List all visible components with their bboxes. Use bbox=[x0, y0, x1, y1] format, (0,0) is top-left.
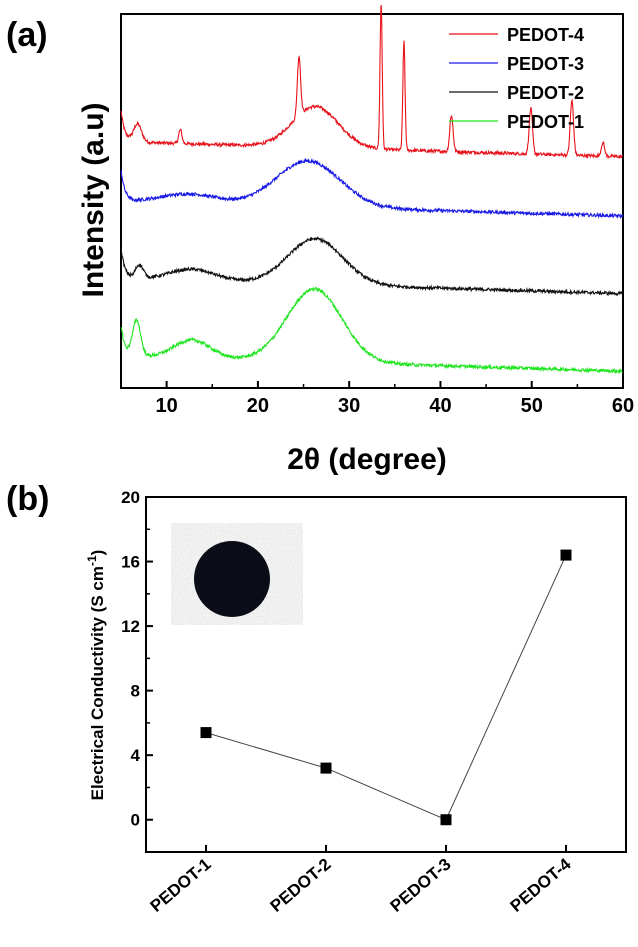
panel-a: (a) 10 20 30 40 50 60 PEDOT-4PEDOT-3PEDOT-2PE… bbox=[6, 5, 634, 476]
plot-b-frame bbox=[145, 496, 627, 853]
x-tick-label: 60 bbox=[612, 395, 634, 417]
y-axis-title-close: ) bbox=[88, 550, 107, 556]
panel-b: (b) 0 4 8 12 16 20 PEDOT-1 PEDOT-2 PEDOT-3 PEDOT-… bbox=[6, 480, 627, 916]
y-axis-title-superscript: -1 bbox=[85, 555, 99, 566]
inset-photo bbox=[171, 523, 303, 625]
y-tick-label: 20 bbox=[121, 488, 140, 507]
plot-a-series bbox=[120, 5, 624, 375]
x-tick-label: 50 bbox=[521, 395, 543, 417]
xrd-series-pedot-3 bbox=[120, 157, 624, 220]
y-tick-label: 8 bbox=[131, 682, 140, 701]
pedot-pellet bbox=[194, 541, 270, 617]
plot-b-y-axis-title: Electrical Conductivity (S cm-1) bbox=[85, 550, 107, 801]
marker-pedot-3 bbox=[440, 814, 452, 826]
legend-label: PEDOT-1 bbox=[507, 112, 584, 132]
plot-a-frame bbox=[120, 13, 624, 389]
x-category-label: PEDOT-3 bbox=[387, 855, 455, 916]
y-axis-title-main: Electrical Conductivity (S cm bbox=[88, 566, 107, 800]
panel-b-label: (b) bbox=[6, 480, 49, 518]
legend-label: PEDOT-4 bbox=[507, 25, 584, 45]
conductivity-line bbox=[205, 554, 567, 821]
xrd-series-pedot-4 bbox=[120, 5, 623, 160]
y-tick-label: 16 bbox=[121, 553, 140, 572]
y-tick-label: 12 bbox=[121, 617, 140, 636]
x-category-label: PEDOT-1 bbox=[147, 855, 215, 916]
marker-pedot-4 bbox=[560, 549, 572, 561]
legend-label: PEDOT-2 bbox=[507, 83, 584, 103]
plot-b-series bbox=[200, 549, 572, 826]
plot-a-x-axis-title: 2θ (degree) bbox=[287, 443, 447, 476]
plot-a-x-axis: 10 20 30 40 50 60 bbox=[120, 381, 634, 417]
marker-pedot-1 bbox=[200, 727, 212, 739]
x-category-label: PEDOT-2 bbox=[267, 855, 335, 916]
y-tick-label: 4 bbox=[131, 746, 141, 765]
marker-pedot-2 bbox=[320, 762, 332, 774]
x-tick-label: 40 bbox=[429, 395, 451, 417]
x-tick-label: 30 bbox=[338, 395, 360, 417]
legend-label: PEDOT-3 bbox=[507, 54, 584, 74]
xrd-series-pedot-1 bbox=[120, 286, 624, 375]
panel-a-label: (a) bbox=[6, 16, 48, 54]
plot-a-y-axis-title: Intensity (a.u) bbox=[77, 102, 110, 297]
xrd-series-pedot-2 bbox=[120, 236, 624, 297]
x-tick-label: 20 bbox=[247, 395, 269, 417]
x-tick-label: 10 bbox=[156, 395, 178, 417]
y-tick-label: 0 bbox=[131, 811, 140, 830]
x-category-label: PEDOT-4 bbox=[507, 854, 575, 916]
plot-a-legend: PEDOT-4 PEDOT-3 PEDOT-2 PEDOT-1 bbox=[449, 25, 584, 132]
